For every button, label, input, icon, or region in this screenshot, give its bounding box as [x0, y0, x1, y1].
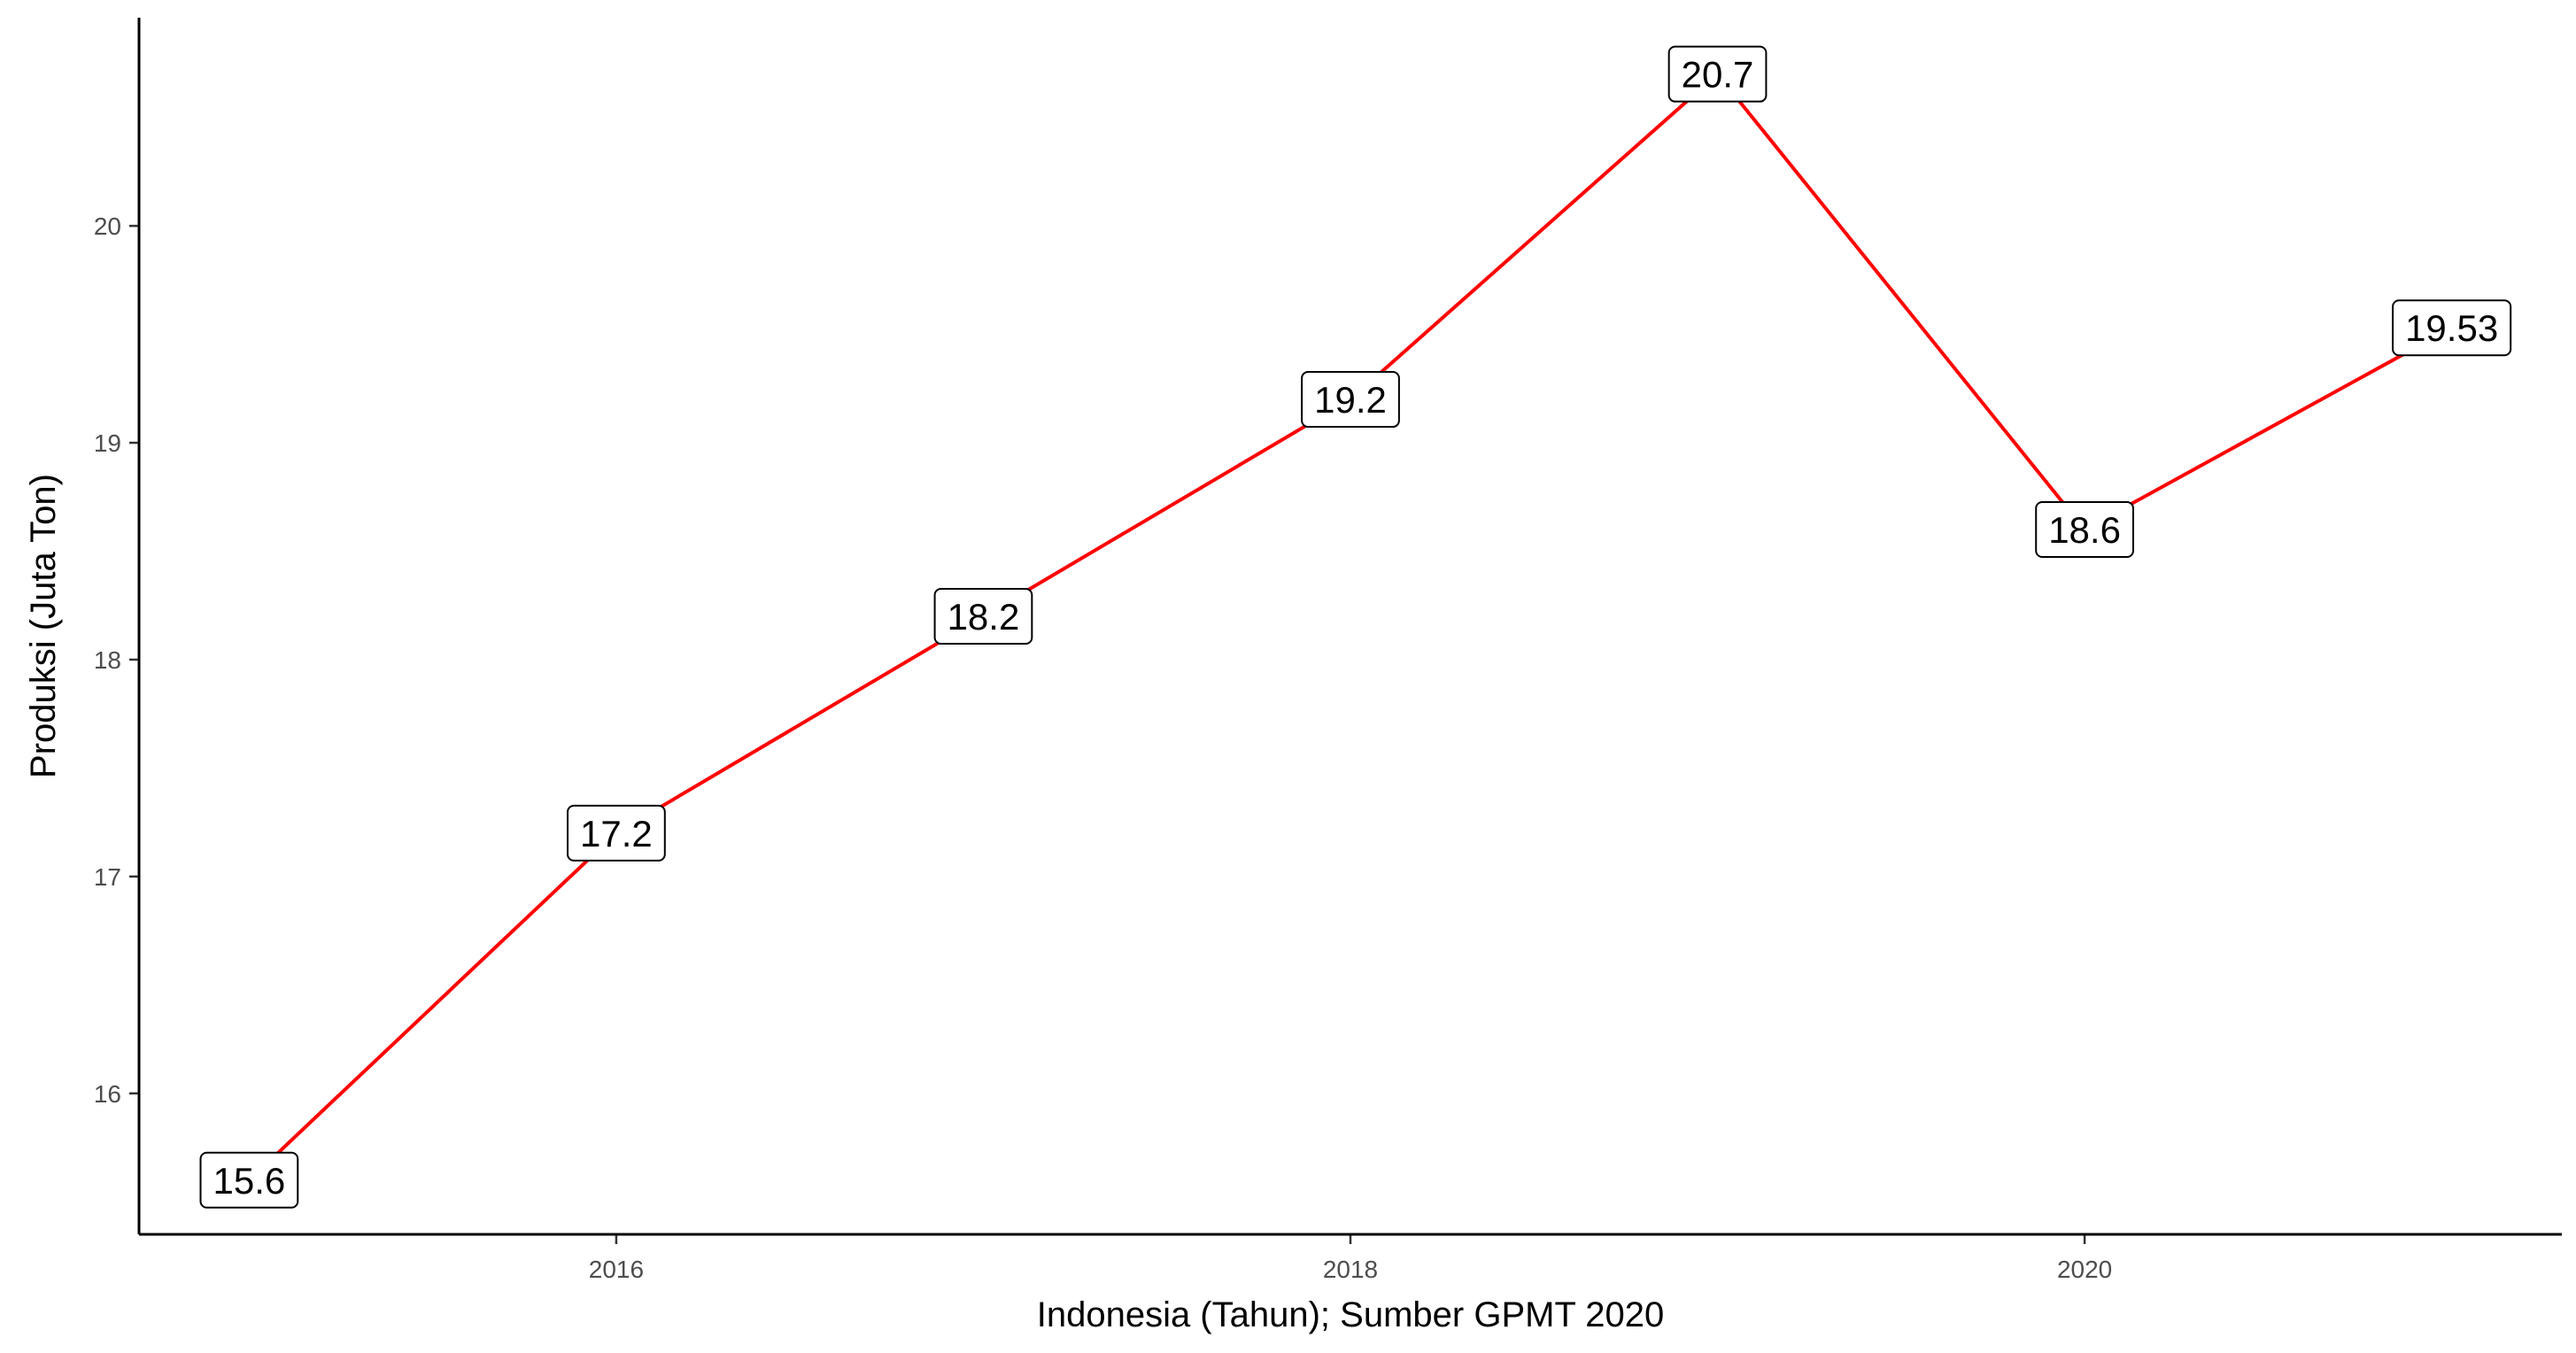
- data-label-text: 18.6: [2048, 509, 2121, 551]
- x-axis-title: Indonesia (Tahun); Sumber GPMT 2020: [1037, 1295, 1665, 1334]
- production-series-line: [248, 72, 2453, 1182]
- data-label: 18.2: [933, 587, 1033, 645]
- data-label-box: [1301, 371, 1400, 429]
- data-label-text: 17.2: [580, 813, 653, 854]
- data-label: 19.53: [2392, 299, 2512, 357]
- y-tick-label: 18: [94, 646, 121, 674]
- data-label-text: 18.2: [948, 596, 1020, 638]
- y-tick-label: 19: [94, 429, 121, 457]
- data-label-box: [199, 1151, 299, 1209]
- x-tick-label: 2018: [1323, 1256, 1378, 1283]
- data-label: 15.6: [199, 1151, 299, 1209]
- y-axis-title: Produksi (Juta Ton): [24, 474, 63, 778]
- data-label-box: [2035, 501, 2134, 559]
- y-tick-label: 17: [94, 863, 121, 891]
- data-label: 20.7: [1667, 45, 1768, 103]
- y-tick-label: 16: [94, 1080, 121, 1108]
- data-label: 18.6: [2035, 501, 2134, 559]
- data-label-box: [567, 804, 666, 862]
- data-label-box: [1667, 45, 1768, 103]
- x-axis-ticks: 2016 2018 2020: [589, 1234, 2112, 1283]
- data-label-text: 15.6: [213, 1160, 285, 1202]
- data-label-text: 19.2: [1314, 379, 1387, 421]
- data-label-text: 19.53: [2405, 307, 2498, 349]
- y-axis-ticks: 16 17 18 19 20: [94, 213, 139, 1108]
- data-label-text: 20.7: [1682, 54, 1754, 96]
- x-tick-label: 2016: [589, 1256, 644, 1283]
- data-labels: 15.6 17.2 18.2 19.2 20.7 18.6 19.53: [199, 45, 2512, 1209]
- data-label-box: [933, 587, 1033, 645]
- data-label: 17.2: [567, 804, 666, 862]
- y-tick-label: 20: [94, 213, 121, 240]
- x-tick-label: 2020: [2057, 1256, 2112, 1283]
- data-label: 19.2: [1301, 371, 1400, 429]
- data-label-box: [2392, 299, 2512, 357]
